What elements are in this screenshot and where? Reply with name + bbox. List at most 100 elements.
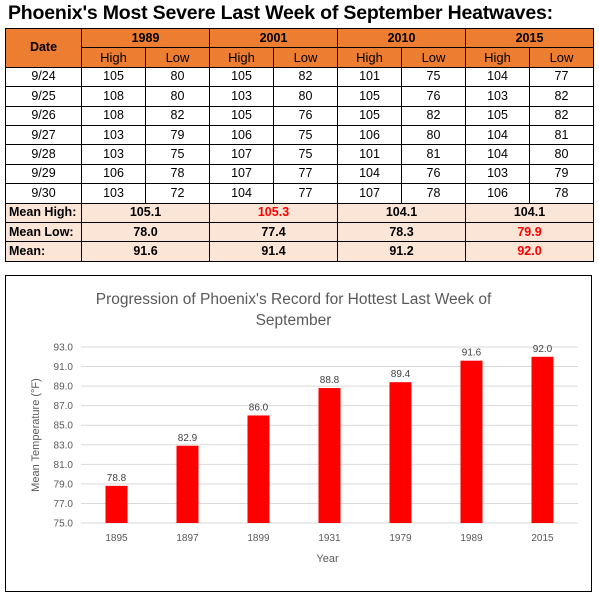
x-tick-label: 2015 bbox=[531, 533, 554, 544]
date-header: Date bbox=[5, 28, 82, 68]
x-tick-label: 1931 bbox=[318, 533, 341, 544]
low-cell: 75 bbox=[273, 144, 338, 165]
summary-row: Mean: 91.6 91.4 91.2 92.0 bbox=[5, 241, 594, 262]
high-cell: 103 bbox=[81, 183, 146, 204]
data-label: 88.8 bbox=[320, 375, 340, 386]
table-row: 9/29 106 78 107 77 104 76 103 79 bbox=[5, 163, 594, 185]
summary-value: 78.0 bbox=[81, 221, 210, 243]
x-axis-label: Year bbox=[316, 553, 339, 565]
low-header: Low bbox=[529, 47, 594, 68]
low-cell: 77 bbox=[273, 163, 338, 185]
low-cell: 72 bbox=[145, 183, 210, 204]
table-row: 9/25 108 80 103 80 105 76 103 82 bbox=[5, 86, 594, 107]
y-axis-label: Mean Temperature (°F) bbox=[30, 378, 42, 492]
high-cell: 101 bbox=[337, 144, 402, 165]
data-label: 86.0 bbox=[249, 402, 269, 413]
y-tick-label: 79.0 bbox=[54, 479, 74, 490]
low-cell: 78 bbox=[145, 163, 210, 185]
high-cell: 104 bbox=[465, 144, 530, 165]
table-row: 9/26 108 82 105 76 105 82 105 82 bbox=[5, 105, 594, 126]
summary-value: 104.1 bbox=[337, 202, 466, 223]
bar bbox=[531, 356, 554, 523]
table-row: 9/24 105 80 105 82 101 75 104 77 bbox=[5, 66, 594, 88]
x-tick-label: 1989 bbox=[460, 533, 483, 544]
low-cell: 76 bbox=[273, 105, 338, 126]
low-cell: 75 bbox=[145, 144, 210, 165]
low-cell: 75 bbox=[273, 124, 338, 146]
summary-value: 105.1 bbox=[81, 202, 210, 223]
high-cell: 106 bbox=[209, 124, 274, 146]
high-header: High bbox=[81, 47, 146, 68]
low-cell: 80 bbox=[401, 124, 466, 146]
high-cell: 104 bbox=[337, 163, 402, 185]
year-header: 1989 bbox=[81, 27, 210, 49]
low-cell: 75 bbox=[401, 66, 466, 88]
high-cell: 105 bbox=[337, 105, 402, 126]
low-cell: 79 bbox=[145, 124, 210, 146]
date-cell: 9/24 bbox=[5, 66, 82, 88]
high-cell: 106 bbox=[465, 183, 530, 204]
summary-value: 91.6 bbox=[81, 241, 210, 262]
summary-value: 105.3 bbox=[209, 202, 338, 223]
y-tick-label: 87.0 bbox=[54, 401, 74, 412]
summary-row: Mean Low: 78.0 77.4 78.3 79.9 bbox=[5, 221, 594, 243]
x-tick-label: 1899 bbox=[247, 533, 270, 544]
low-header: Low bbox=[273, 47, 338, 68]
x-tick-label: 1897 bbox=[176, 533, 199, 544]
high-cell: 107 bbox=[209, 144, 274, 165]
high-cell: 103 bbox=[465, 163, 530, 185]
low-cell: 82 bbox=[529, 105, 594, 126]
high-cell: 103 bbox=[81, 144, 146, 165]
table-row: 9/28 103 75 107 75 101 81 104 80 bbox=[5, 144, 594, 165]
low-cell: 78 bbox=[529, 183, 594, 204]
y-tick-label: 75.0 bbox=[54, 519, 74, 530]
y-tick-label: 85.0 bbox=[54, 421, 74, 432]
data-label: 82.9 bbox=[178, 433, 198, 444]
bar bbox=[460, 360, 483, 523]
low-cell: 76 bbox=[401, 86, 466, 107]
x-tick-label: 1895 bbox=[105, 533, 128, 544]
high-header: High bbox=[337, 47, 402, 68]
high-cell: 101 bbox=[337, 66, 402, 88]
summary-label: Mean: bbox=[5, 241, 82, 262]
high-header: High bbox=[465, 47, 530, 68]
high-cell: 105 bbox=[209, 66, 274, 88]
chart-container: Progression of Phoenix's Record for Hott… bbox=[5, 275, 592, 592]
high-cell: 104 bbox=[209, 183, 274, 204]
summary-value: 78.3 bbox=[337, 221, 466, 243]
low-header: Low bbox=[401, 47, 466, 68]
high-cell: 105 bbox=[209, 105, 274, 126]
low-cell: 80 bbox=[273, 86, 338, 107]
bar bbox=[318, 388, 341, 523]
low-cell: 79 bbox=[529, 163, 594, 185]
year-header: 2010 bbox=[337, 27, 466, 49]
summary-value: 79.9 bbox=[465, 221, 594, 243]
high-cell: 106 bbox=[337, 124, 402, 146]
summary-value: 77.4 bbox=[209, 221, 338, 243]
bar-chart: Progression of Phoenix's Record for Hott… bbox=[30, 291, 578, 565]
y-tick-label: 89.0 bbox=[54, 382, 74, 393]
summary-row: Mean High: 105.1 105.3 104.1 104.1 bbox=[5, 202, 594, 223]
date-cell: 9/30 bbox=[5, 183, 82, 204]
year-header: 2015 bbox=[465, 27, 594, 49]
high-cell: 103 bbox=[465, 86, 530, 107]
bar bbox=[247, 415, 270, 523]
date-cell: 9/27 bbox=[5, 124, 82, 146]
high-cell: 107 bbox=[337, 183, 402, 204]
low-cell: 77 bbox=[529, 66, 594, 88]
high-header: High bbox=[209, 47, 274, 68]
y-tick-label: 91.0 bbox=[54, 362, 74, 373]
low-cell: 82 bbox=[529, 86, 594, 107]
data-label: 91.6 bbox=[462, 348, 482, 359]
low-cell: 76 bbox=[401, 163, 466, 185]
high-cell: 104 bbox=[465, 66, 530, 88]
low-cell: 80 bbox=[145, 86, 210, 107]
bar bbox=[389, 382, 412, 523]
date-cell: 9/29 bbox=[5, 163, 82, 185]
low-cell: 82 bbox=[273, 66, 338, 88]
page-title: Phoenix's Most Severe Last Week of Septe… bbox=[8, 2, 553, 24]
data-label: 78.8 bbox=[107, 473, 127, 484]
summary-value: 104.1 bbox=[465, 202, 594, 223]
summary-label: Mean Low: bbox=[5, 221, 82, 243]
high-cell: 108 bbox=[81, 105, 146, 126]
